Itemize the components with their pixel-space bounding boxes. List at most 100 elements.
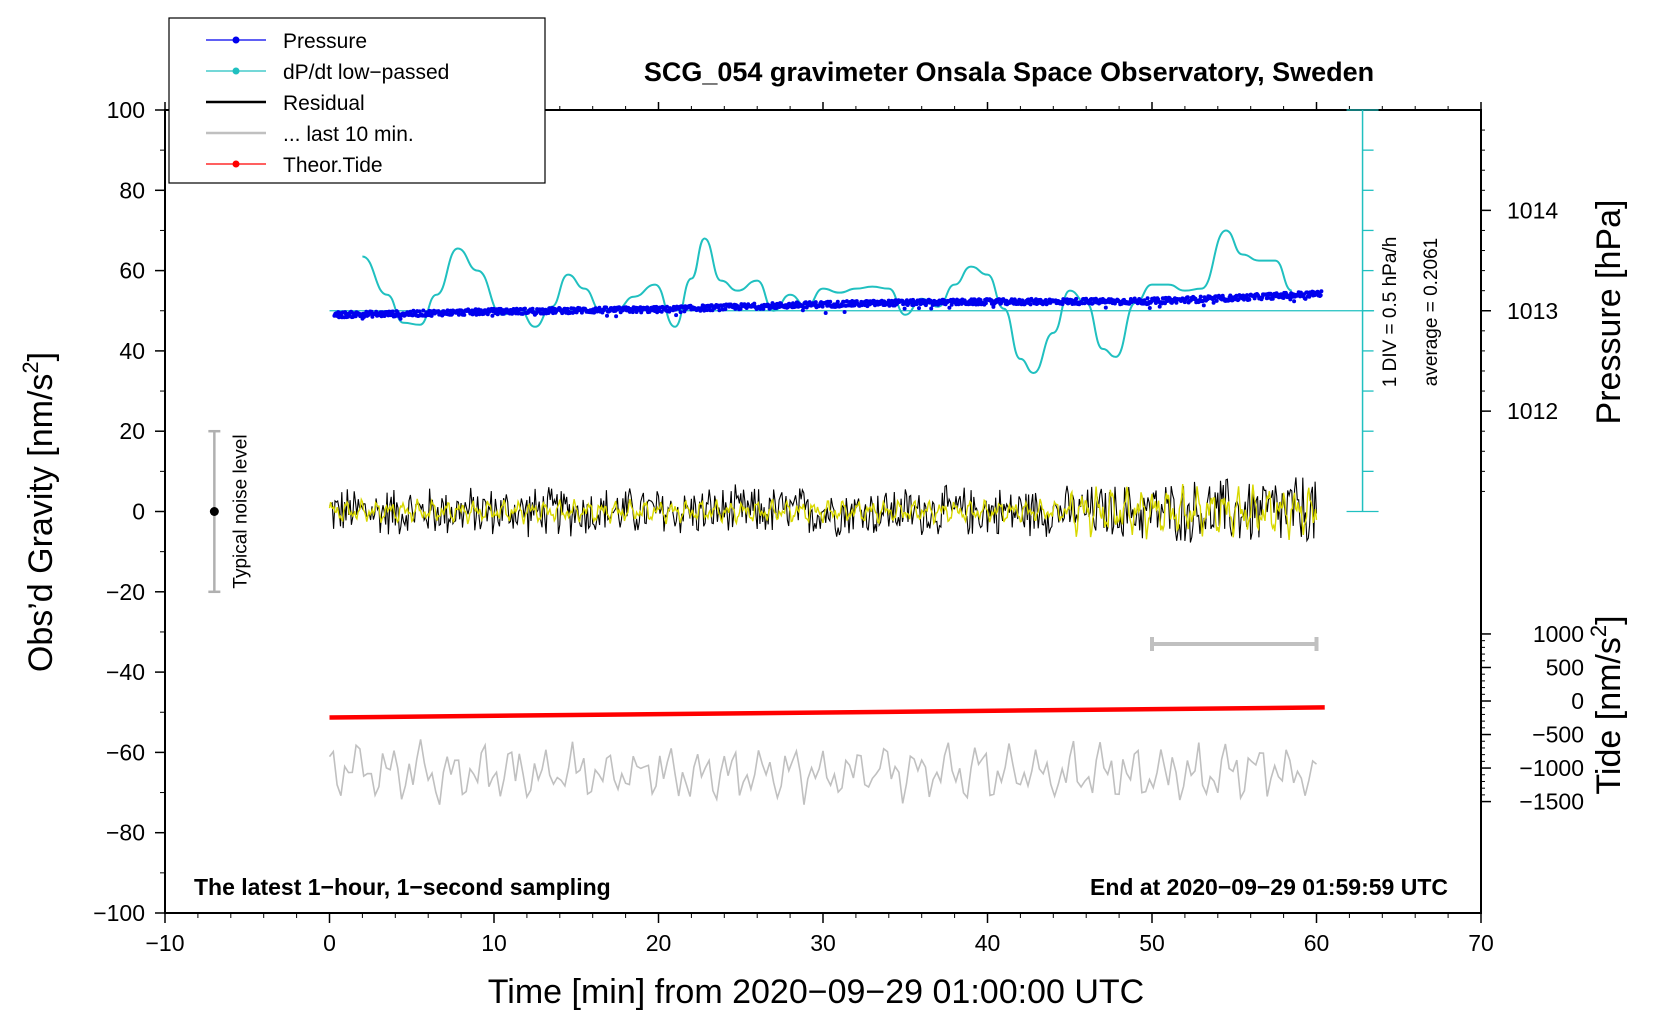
pressure-dot [1270,296,1275,301]
y-tick-label: −60 [106,739,145,765]
pressure-dot [828,299,833,304]
y-axis-title-text: Obs’d Gravity [nm/s [22,374,60,673]
x-tick-label: 50 [1139,930,1165,956]
legend-marker [232,36,240,44]
x-axis-ticks: −10 0 10 20 30 40 50 60 70 [145,102,1494,956]
dpdt-average-label: average = 0.2061 [1421,238,1442,386]
tide-axis-title: Tide [nm/s2] [1586,615,1628,794]
pressure-dot [820,304,825,309]
pressure-dot [835,299,840,304]
footer-left: The latest 1−hour, 1−second sampling [194,874,611,900]
pressure-dot [723,307,728,312]
pressure-axis-ticks: 1012 1013 1014 [1481,129,1558,492]
pressure-dot [1260,295,1265,300]
pressure-dot [390,309,395,314]
pressure-dot [678,310,683,315]
x-tick-label: 10 [481,930,507,956]
x-tick-label: 0 [323,930,336,956]
pressure-dot [840,303,845,308]
pressure-dot [844,299,849,304]
dpdt-div-label: 1 DIV = 0.5 hPa/h [1380,237,1401,388]
x-tick-label: 30 [810,930,836,956]
pressure-dot [1147,306,1152,310]
pressure-dot [813,300,818,305]
pressure-dot [520,311,525,316]
tide-tick-label: −1500 [1519,789,1584,815]
chart-title: SCG_054 gravimeter Onsala Space Observat… [644,57,1374,87]
pressure-dot [674,313,679,318]
tide-tick-label: 500 [1546,654,1584,680]
y-tick-label: 100 [107,97,145,123]
pressure-dot [1266,295,1271,300]
pressure-dot [761,306,766,311]
legend-label: Residual [283,92,365,115]
pressure-tick-label: 1012 [1507,398,1558,424]
x-axis-title: Time [min] from 2020−09−29 01:00:00 UTC [488,973,1144,1011]
pressure-dot [705,308,710,313]
tide-tick-label: 1000 [1533,621,1584,647]
pressure-dot [842,310,847,314]
pressure-dot [565,306,570,311]
tide-tick-label: −500 [1532,722,1584,748]
pressure-dot [1268,291,1273,296]
pressure-dot [841,299,846,304]
y-axis-ticks: −100 −80 −60 −40 −20 0 20 40 60 80 100 [93,97,165,926]
pressure-dot [962,298,967,303]
pressure-dot [1319,289,1324,294]
pressure-dot [1201,303,1206,308]
pressure-dot [1198,294,1203,299]
pressure-dot [1103,305,1108,310]
tide-axis-ticks: 1000 500 0 −500 −1000 −1500 [1481,621,1584,815]
x-tick-label: −10 [145,930,184,956]
pressure-dot [752,301,757,306]
pressure-dot [1318,293,1323,298]
x-tick-label: 70 [1468,930,1494,956]
pressure-dot [1211,300,1216,305]
pressure-tick-label: 1013 [1507,298,1558,324]
pressure-dot [659,309,664,314]
legend-marker [232,67,240,75]
tide-axis-title-text: Tide [nm/s [1590,637,1628,794]
pressure-dot [614,314,619,319]
pressure-dot [1245,293,1249,298]
pressure-dots [332,289,1324,321]
tide-axis-title-close: ] [1590,615,1628,624]
noise-center-dot [209,507,219,516]
noise-indicator: Typical noise level [208,429,251,594]
pressure-dot [530,306,535,311]
residual-smoothed-line [328,484,1318,540]
legend-label: ... last 10 min. [283,123,414,146]
tide-tick-label: 0 [1571,688,1584,714]
pressure-dot [421,308,426,313]
pressure-dot [717,308,722,313]
legend-marker [232,160,240,168]
y-tick-label: 40 [119,338,145,364]
pressure-dot [523,306,527,311]
x-tick-label: 60 [1304,930,1330,956]
pressure-dot [803,300,808,305]
pressure-dot [1234,293,1239,298]
y-tick-label: −100 [93,900,145,926]
pressure-dot [738,306,743,311]
pressure-dot [801,305,806,310]
y-tick-label: −80 [106,820,145,846]
y-tick-label: −20 [106,579,145,605]
pressure-dot [634,310,639,314]
pressure-dot [665,304,669,309]
series-layer [328,229,1325,805]
x-tick-label: 40 [975,930,1001,956]
pressure-dot [991,304,996,309]
tide-axis-title-sup: 2 [1586,625,1611,637]
legend-label: Theor.Tide [283,154,383,177]
last-10-min-bar [1150,636,1319,651]
y-tick-label: 20 [119,418,145,444]
pressure-dot [1292,299,1297,304]
legend-label: Pressure [283,30,367,53]
x-tick-label: 20 [646,930,672,956]
pressure-dot [1185,295,1190,300]
last-10-min-line [328,739,1318,805]
pressure-dot [516,311,521,316]
pressure-dot [917,306,921,311]
y-tick-label: 60 [119,258,145,284]
residual-line [329,477,1318,543]
